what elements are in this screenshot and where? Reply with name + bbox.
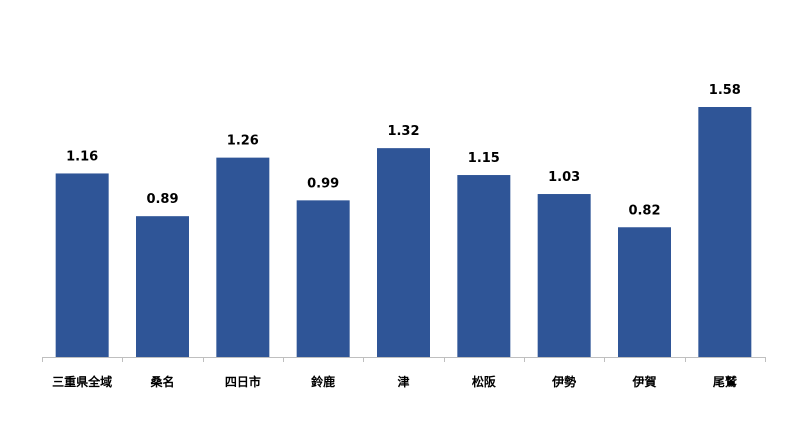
bar <box>216 157 270 357</box>
bar-value-label: 1.15 <box>468 151 500 166</box>
bar-value-label: 1.16 <box>66 149 98 164</box>
category-label: 伊勢 <box>551 374 576 389</box>
value-labels-group: 1.16 0.89 1.26 0.99 1.32 1.15 1.03 0.82 1.58 <box>66 83 741 218</box>
bar <box>537 194 591 357</box>
bars-group <box>55 107 752 357</box>
category-label: 津 <box>397 374 409 389</box>
bar <box>457 175 511 357</box>
x-axis-ticks <box>42 357 766 362</box>
bar-value-label: 0.82 <box>628 203 660 218</box>
category-label: 桑名 <box>150 374 174 389</box>
bar <box>136 216 189 357</box>
category-label: 四日市 <box>225 374 261 389</box>
bar <box>296 200 350 357</box>
bar-value-label: 0.99 <box>307 176 339 191</box>
category-label: 尾鷲 <box>713 374 737 389</box>
bar <box>618 227 671 357</box>
bar-value-label: 1.03 <box>548 170 580 185</box>
category-labels-group: 三重県全域 桑名 四日市 鈴鹿 津 松阪 伊勢 伊賀 尾鷲 <box>52 374 737 389</box>
bar-value-label: 0.89 <box>146 192 178 207</box>
category-label: 松阪 <box>472 374 497 389</box>
category-label: 三重県全域 <box>52 374 112 389</box>
bar-value-label: 1.32 <box>387 124 419 139</box>
bar <box>377 148 430 357</box>
category-label: 鈴鹿 <box>311 374 335 389</box>
bar <box>698 107 752 357</box>
category-label: 伊賀 <box>631 374 656 389</box>
bar-value-label: 1.26 <box>227 134 259 149</box>
bar-value-label: 1.58 <box>709 83 741 98</box>
bar <box>55 173 109 357</box>
